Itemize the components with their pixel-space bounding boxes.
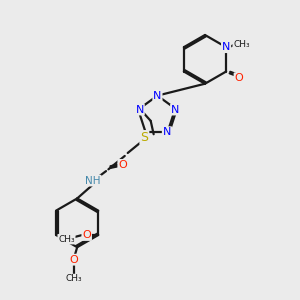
Text: N: N: [163, 127, 171, 137]
Text: N: N: [153, 91, 162, 100]
Text: N: N: [222, 42, 230, 52]
Text: O: O: [69, 255, 78, 265]
Text: N: N: [171, 105, 179, 115]
Text: O: O: [118, 160, 127, 170]
Text: NH: NH: [85, 176, 101, 186]
Text: CH₃: CH₃: [65, 274, 82, 284]
Text: O: O: [235, 74, 243, 83]
Text: CH₃: CH₃: [233, 40, 250, 49]
Text: CH₃: CH₃: [58, 235, 75, 244]
Text: N: N: [136, 105, 144, 115]
Text: S: S: [140, 131, 148, 144]
Text: O: O: [82, 230, 91, 240]
